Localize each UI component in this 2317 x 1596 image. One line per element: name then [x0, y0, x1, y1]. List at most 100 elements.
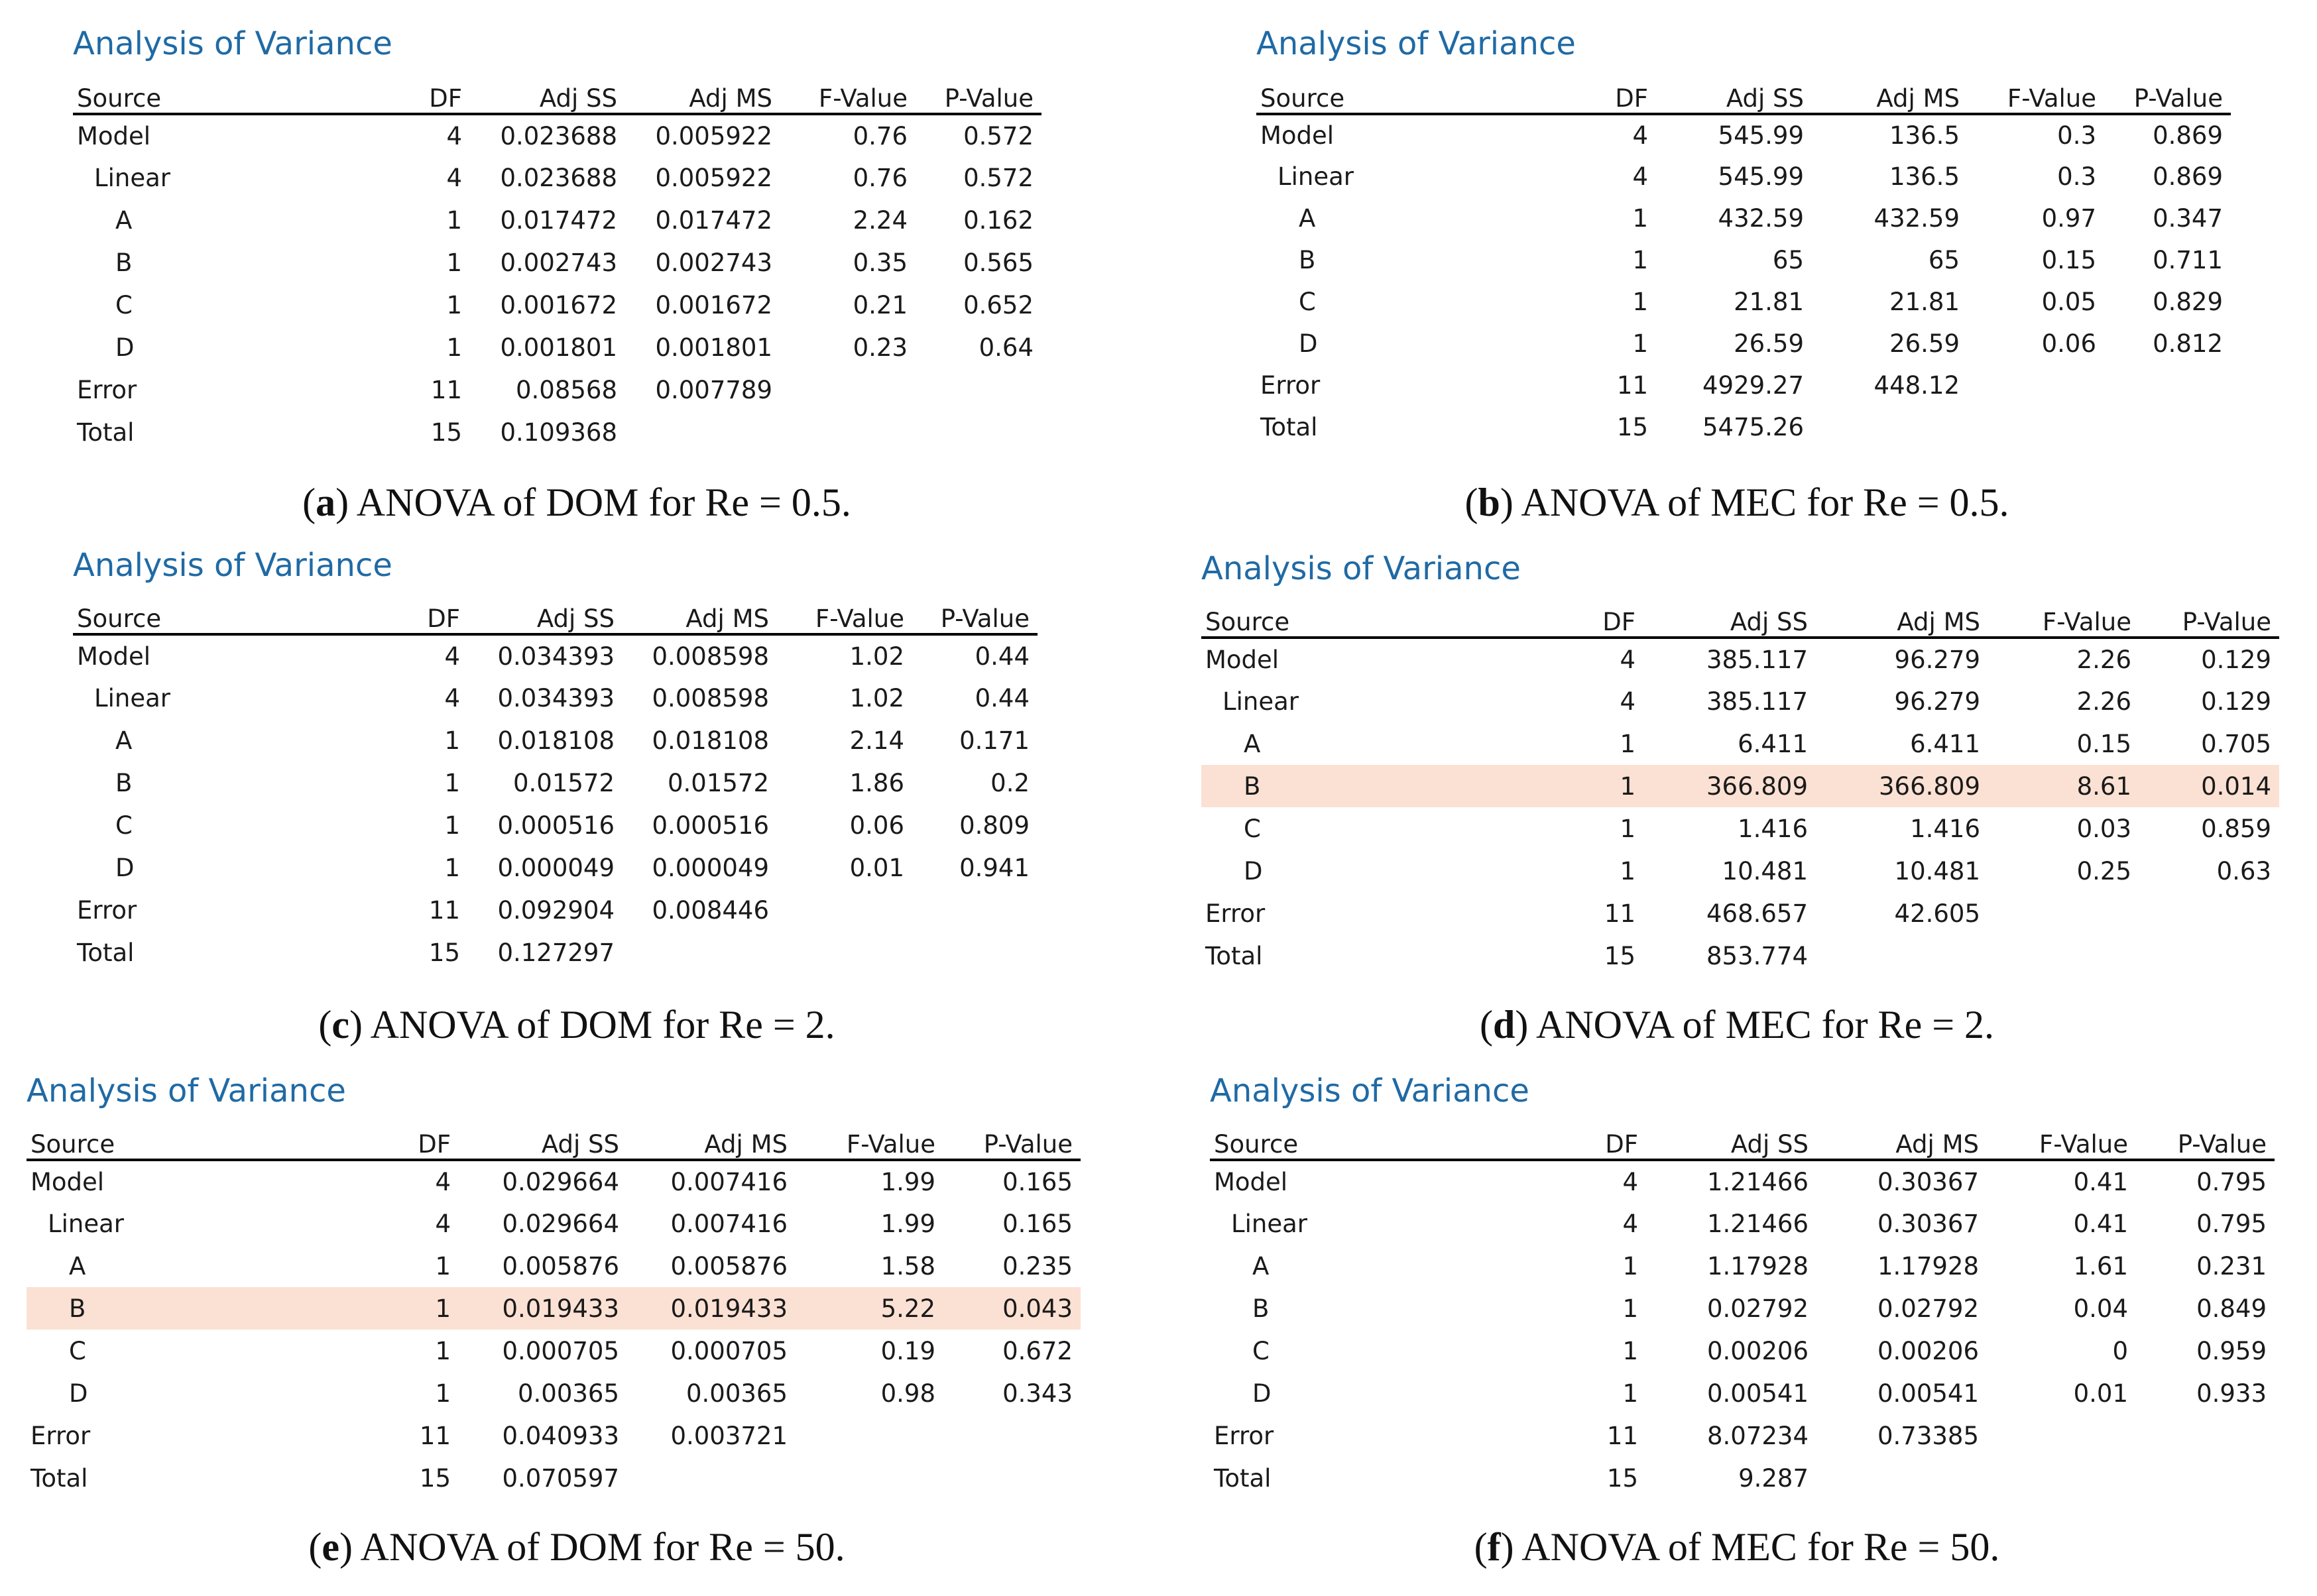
- cell-source-col: Error: [77, 895, 137, 925]
- cell-p-value-col: [912, 931, 1038, 974]
- table-row: B 1 0.02792 0.02792 0.04 0.849: [1210, 1287, 2275, 1330]
- cell-source-col: C: [1252, 1336, 1270, 1365]
- cell-adj-ss-col: 10.481: [1722, 856, 1808, 885]
- cell-adj-ss-col: 4929.27: [1702, 371, 1804, 400]
- cell-adj-ms-col: 0.002743: [655, 248, 772, 277]
- cell-source-col: C: [1299, 288, 1316, 316]
- table-row: D 1 0.001801 0.001801 0.23 0.64: [73, 326, 1041, 369]
- table-row: Total 15 5475.26: [1256, 406, 2231, 448]
- table-row: B 1 0.01572 0.01572 1.86 0.2: [73, 762, 1038, 804]
- cell-f-value-col: 0.05: [2041, 288, 2096, 316]
- table-row: Model 4 0.029664 0.007416 1.99 0.165: [27, 1160, 1081, 1202]
- table-row: C 1 0.00206 0.00206 0 0.959: [1210, 1330, 2275, 1372]
- table-row: A 1 1.17928 1.17928 1.61 0.231: [1210, 1245, 2275, 1287]
- header-row: Source DF Adj SS Adj MS F-Value P-Value: [73, 80, 1041, 115]
- cell-df-col: 15: [1604, 941, 1635, 970]
- cell-f-value-col: 0.06: [2041, 329, 2096, 358]
- anova-table-a: Source DF Adj SS Adj MS F-Value P-Value Model 4…: [73, 80, 1041, 453]
- cell-adj-ms-col: 96.279: [1894, 687, 1980, 716]
- cell-source-col: Error: [1214, 1421, 1274, 1450]
- cell-f-value-col: 5.22: [796, 1287, 943, 1330]
- cell-adj-ms-col: 26.59: [1889, 329, 1960, 358]
- column-header-adj-ss-col: Adj SS: [468, 600, 623, 636]
- table-row: B 1 0.002743 0.002743 0.35 0.565: [73, 241, 1041, 284]
- cell-f-value-col: [777, 889, 912, 931]
- cell-p-value-col: 0.44: [975, 683, 1030, 712]
- cell-source-col: A: [1244, 729, 1261, 758]
- cell-f-value-col: 0.01: [849, 853, 904, 882]
- panel-heading: Analysis of Variance: [27, 1072, 346, 1110]
- cell-f-value-col: [1968, 406, 2104, 448]
- cell-adj-ms-col: 0.005876: [670, 1251, 788, 1281]
- column-header-df-col: DF: [1482, 603, 1643, 639]
- cell-adj-ms-col: 0.019433: [627, 1287, 796, 1330]
- cell-adj-ss-col: 26.59: [1734, 329, 1804, 358]
- cell-df-col: 15: [428, 938, 460, 967]
- cell-adj-ss-col: 385.117: [1706, 645, 1808, 674]
- cell-df-col: 1: [446, 205, 462, 235]
- cell-source-col: Model: [77, 121, 151, 150]
- table-row: A 1 6.411 6.411 0.15 0.705: [1201, 722, 2279, 765]
- caption-letter: c: [331, 1003, 349, 1047]
- cell-adj-ms-col: 0.73385: [1877, 1421, 1979, 1450]
- column-header-f-value-col: F-Value: [777, 600, 912, 636]
- cell-adj-ss-col: 0.034393: [497, 642, 615, 671]
- cell-adj-ss-col: 1.416: [1738, 814, 1808, 843]
- cell-f-value-col: 1.02: [849, 642, 904, 671]
- cell-f-value-col: 0.23: [853, 333, 908, 362]
- cell-adj-ss-col: 385.117: [1706, 687, 1808, 716]
- cell-adj-ms-col: 6.411: [1910, 729, 1980, 758]
- cell-p-value-col: 0.44: [975, 642, 1030, 671]
- caption-letter: e: [322, 1525, 339, 1569]
- cell-df-col: 1: [435, 1379, 451, 1408]
- column-header-f-value-col: F-Value: [1968, 80, 2104, 115]
- cell-adj-ms-col: 0.01572: [667, 768, 769, 797]
- cell-df-col: 15: [1606, 1463, 1638, 1493]
- cell-adj-ss-col: 0.127297: [497, 938, 615, 967]
- cell-p-value-col: 0.043: [943, 1287, 1081, 1330]
- cell-source-col: D: [1252, 1379, 1272, 1408]
- cell-f-value-col: 0.76: [853, 121, 908, 150]
- cell-p-value-col: 0.705: [2201, 729, 2271, 758]
- cell-adj-ms-col: 0.00365: [685, 1379, 788, 1408]
- column-header-source-col: Source: [73, 600, 324, 636]
- caption-text: ANOVA of DOM for Re = 0.5.: [356, 481, 851, 524]
- cell-adj-ss-col: 0.023688: [500, 121, 617, 150]
- cell-df-col: 4: [444, 683, 460, 712]
- cell-adj-ms-col: 432.59: [1873, 204, 1960, 233]
- cell-f-value-col: 0.3: [2057, 121, 2096, 150]
- cell-p-value-col: 0.829: [2153, 288, 2223, 316]
- cell-source-col: Total: [1205, 941, 1263, 970]
- caption-letter: b: [1478, 481, 1500, 524]
- column-header-adj-ms-col: Adj MS: [625, 80, 780, 115]
- cell-source-col: Total: [1214, 1463, 1272, 1493]
- column-header-f-value-col: F-Value: [780, 80, 916, 115]
- table-row: D 1 0.000049 0.000049 0.01 0.941: [73, 846, 1038, 889]
- cell-f-value-col: 2.26: [2076, 687, 2131, 716]
- cell-p-value-col: 0.63: [2216, 856, 2271, 885]
- cell-adj-ss-col: 0.029664: [502, 1167, 619, 1196]
- caption-text: ANOVA of MEC for Re = 2.: [1535, 1003, 1995, 1047]
- cell-df-col: 4: [1620, 645, 1635, 674]
- cell-source-col: Linear: [1222, 687, 1299, 716]
- cell-adj-ms-col: 448.12: [1873, 371, 1960, 400]
- panel-heading: Analysis of Variance: [73, 25, 392, 62]
- cell-f-value-col: 2.24: [853, 205, 908, 235]
- cell-p-value-col: 0.795: [2196, 1167, 2267, 1196]
- cell-df-col: 4: [444, 642, 460, 671]
- cell-df-col: 1: [1622, 1379, 1638, 1408]
- table-row: Linear 4 0.023688 0.005922 0.76 0.572: [73, 156, 1041, 199]
- cell-p-value-col: 0.231: [2196, 1251, 2267, 1281]
- cell-adj-ms-col: 0.007416: [670, 1167, 788, 1196]
- cell-f-value-col: 1.02: [849, 683, 904, 712]
- cell-adj-ms-col: 136.5: [1889, 162, 1960, 191]
- cell-f-value-col: 1.99: [880, 1167, 935, 1196]
- cell-f-value-col: 0.01: [2073, 1379, 2128, 1408]
- cell-p-value-col: [2104, 406, 2231, 448]
- cell-f-value-col: 1.61: [2073, 1251, 2128, 1281]
- cell-f-value-col: 0.25: [2076, 856, 2131, 885]
- cell-source-col: B: [27, 1287, 300, 1330]
- cell-df-col: 1: [444, 768, 460, 797]
- panel-heading: Analysis of Variance: [1201, 550, 1521, 587]
- cell-f-value-col: 0.21: [853, 290, 908, 319]
